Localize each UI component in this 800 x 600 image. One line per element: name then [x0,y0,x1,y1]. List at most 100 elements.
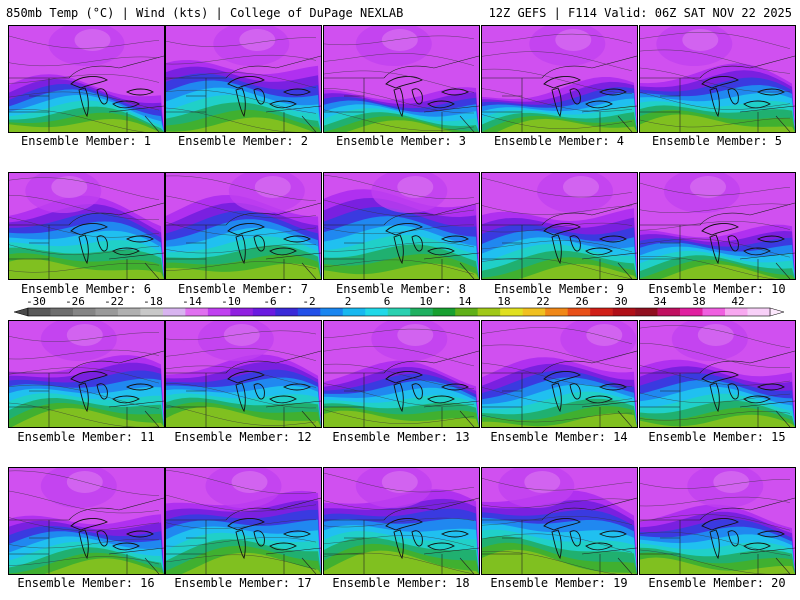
ensemble-member-map [8,25,165,133]
ensemble-member-map [639,25,796,133]
colorbar-tick-label: 42 [731,295,744,308]
colorbar-tick-label: 14 [458,295,472,308]
colorbar-swatch [50,308,74,316]
colorbar-swatch [657,308,681,316]
ensemble-member-map [165,172,322,280]
ensemble-member-map [8,320,165,428]
ensemble-member-map [8,172,165,280]
ensemble-member-label: Ensemble Member: 2 [177,134,309,148]
ensemble-member-label: Ensemble Member: 9 [493,282,625,296]
temperature-field [9,468,164,574]
colorbar-swatch [342,308,366,316]
colorbar-min-arrow [13,307,29,317]
ensemble-member-label: Ensemble Member: 6 [20,282,152,296]
temperature-field [640,26,795,132]
colorbar-swatch [410,308,434,316]
ensemble-member-label: Ensemble Member: 15 [648,430,786,444]
temperature-field [166,173,321,279]
colorbar-swatch [162,308,186,316]
colorbar-swatch [297,308,321,316]
ensemble-member-map [8,467,165,575]
ensemble-member-label: Ensemble Member: 3 [335,134,467,148]
colorbar-swatch [567,308,591,316]
colorbar-tick-label: 30 [614,295,627,308]
temperature-field [9,173,164,279]
colorbar-swatch [28,308,51,316]
colorbar-tick-label: 38 [692,295,705,308]
colorbar-swatch [725,308,748,316]
ensemble-member-label: Ensemble Member: 5 [651,134,783,148]
temperature-field [324,26,479,132]
ensemble-member-label: Ensemble Member: 18 [332,576,470,590]
colorbar-swatch [590,308,613,316]
temperature-field [9,321,164,427]
temperature-field [482,26,637,132]
header-title: 850mb Temp (°C) | Wind (kts) | College o… [6,6,404,20]
ensemble-member-label: Ensemble Member: 12 [174,430,312,444]
ensemble-member-map [165,320,322,428]
colorbar-tick-label: -22 [104,295,124,308]
ensemble-member-map [481,467,638,575]
ensemble-member-map [323,320,480,428]
colorbar-swatch [680,308,703,316]
colorbar-swatch [500,308,523,316]
temperature-field [324,173,479,279]
temperature-field [166,321,321,427]
colorbar-tick-label: -14 [182,295,202,308]
colorbar-swatch [320,308,344,316]
colorbar-swatch [432,308,456,316]
ensemble-member-map [323,172,480,280]
temperature-field [482,173,637,279]
ensemble-member-label: Ensemble Member: 17 [174,576,312,590]
colorbar-tick-label: 6 [384,295,391,308]
colorbar-tick-label: -18 [143,295,163,308]
ensemble-member-map [481,172,638,280]
ensemble-member-label: Ensemble Member: 4 [493,134,625,148]
ensemble-member-map [481,25,638,133]
colorbar-tick-label: 22 [536,295,549,308]
colorbar-tick-label: 26 [575,295,588,308]
colorbar-swatch [207,308,231,316]
ensemble-member-map [481,320,638,428]
colorbar-tick-label: 18 [497,295,510,308]
colorbar-swatch [230,308,254,316]
ensemble-member-map [165,25,322,133]
colorbar-swatch [365,308,389,316]
colorbar-swatch [612,308,636,316]
temperature-field [324,321,479,427]
temperature-field [482,468,637,574]
colorbar-tick-label: -30 [26,295,46,308]
ensemble-member-map [639,467,796,575]
colorbar-tick-label: 2 [345,295,352,308]
temperature-field [640,468,795,574]
colorbar-swatch [522,308,546,316]
colorbar-tick-label: -10 [221,295,241,308]
temperature-field [9,26,164,132]
ensemble-member-label: Ensemble Member: 10 [648,282,786,296]
temperature-field [324,468,479,574]
colorbar-tick-label: -6 [263,295,276,308]
temperature-field [640,173,795,279]
colorbar-swatch [455,308,478,316]
colorbar-swatch [635,308,658,316]
ensemble-member-label: Ensemble Member: 16 [17,576,155,590]
colorbar-swatch [140,308,164,316]
colorbar-swatch [477,308,501,316]
ensemble-member-map [639,172,796,280]
colorbar-tick-label: -2 [302,295,315,308]
colorbar-swatch [275,308,299,316]
colorbar-swatch [185,308,209,316]
ensemble-member-label: Ensemble Member: 1 [20,134,152,148]
colorbar-swatch [252,308,276,316]
colorbar-tick-label: -26 [65,295,85,308]
ensemble-member-label: Ensemble Member: 19 [490,576,628,590]
colorbar-swatch [545,308,568,316]
ensemble-member-label: Ensemble Member: 8 [335,282,467,296]
colorbar-tick-label: 10 [419,295,432,308]
temperature-colorbar: -30 -26 -22 -18 -14 -10 -6 -2 2 6 10 14 18 22 26 30 34 38… [13,295,785,317]
colorbar-swatch [72,308,96,316]
ensemble-member-label: Ensemble Member: 7 [177,282,309,296]
temperature-field [482,321,637,427]
ensemble-member-label: Ensemble Member: 13 [332,430,470,444]
colorbar-tick-label: 34 [653,295,667,308]
